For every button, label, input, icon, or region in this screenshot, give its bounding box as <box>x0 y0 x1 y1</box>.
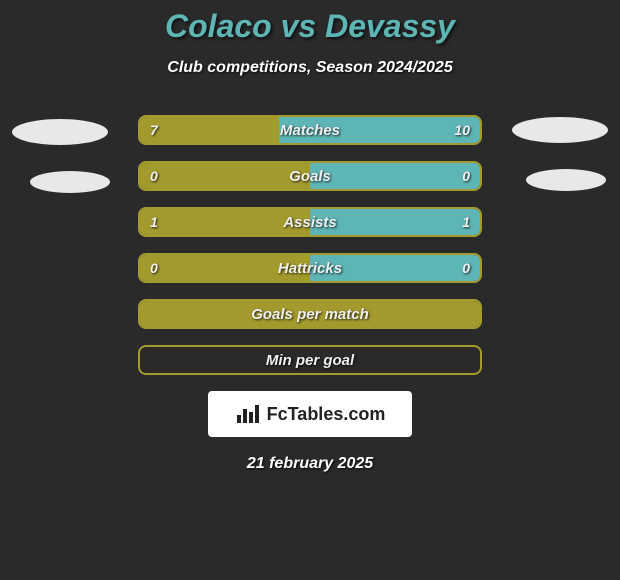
fctables-logo: FcTables.com <box>208 391 412 437</box>
stat-row: Goals per match <box>138 299 482 329</box>
stats-area: Matches710Goals00Assists11Hattricks00Goa… <box>0 115 620 375</box>
stat-label: Matches <box>140 122 480 139</box>
bar-chart-icon <box>235 403 261 425</box>
stat-label: Goals per match <box>140 306 480 323</box>
comparison-card: Colaco vs Devassy Club competitions, Sea… <box>0 0 620 473</box>
stat-value-right: 0 <box>462 260 470 276</box>
player-left-avatar-placeholder <box>12 119 108 145</box>
page-title: Colaco vs Devassy <box>0 8 620 45</box>
stat-row: Goals0 0 <box>138 161 482 191</box>
stat-value-right: 10 <box>454 122 470 138</box>
stat-label: Goals <box>140 168 480 185</box>
subtitle: Club competitions, Season 2024/2025 <box>0 59 620 77</box>
stat-row: Hattricks0 0 <box>138 253 482 283</box>
date-text: 21 february 2025 <box>0 455 620 473</box>
stat-row: Matches7 10 <box>138 115 482 145</box>
stat-label: Assists <box>140 214 480 231</box>
player-right-avatar-placeholder <box>512 117 608 143</box>
stat-label: Hattricks <box>140 260 480 277</box>
stat-label: Min per goal <box>140 352 480 369</box>
stat-row: Min per goal <box>138 345 482 375</box>
stat-value-left: 0 <box>150 260 158 276</box>
stat-row: Assists1 1 <box>138 207 482 237</box>
stat-value-left: 0 <box>150 168 158 184</box>
player-right-team-placeholder <box>526 169 606 191</box>
player-left-team-placeholder <box>30 171 110 193</box>
stat-value-right: 0 <box>462 168 470 184</box>
stat-value-right: 1 <box>462 214 470 230</box>
logo-text: FcTables.com <box>267 404 386 425</box>
stat-value-left: 1 <box>150 214 158 230</box>
stat-value-left: 7 <box>150 122 158 138</box>
stat-bars: Matches710Goals00Assists11Hattricks00Goa… <box>138 115 482 375</box>
